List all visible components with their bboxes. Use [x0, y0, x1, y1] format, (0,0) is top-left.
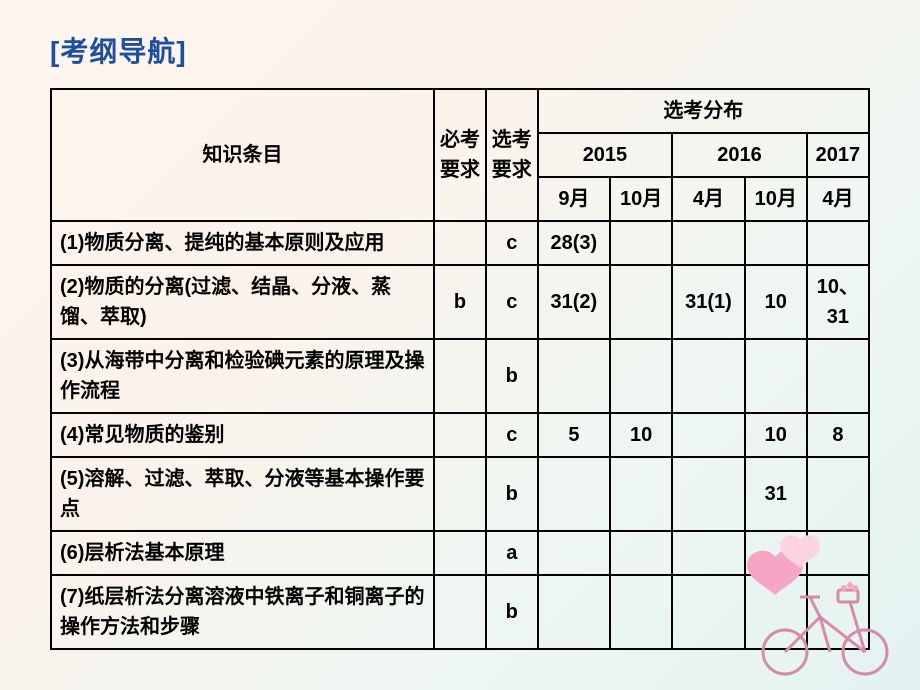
- cell-opt: b: [486, 339, 538, 413]
- row-label: (2)物质的分离(过滤、结晶、分液、蒸馏、萃取): [51, 265, 434, 339]
- cell-opt: c: [486, 265, 538, 339]
- cell-c2015_9: 28(3): [538, 221, 610, 265]
- th-2016-10: 10月: [745, 177, 807, 221]
- cell-c2017_4: [807, 531, 869, 575]
- cell-c2016_4: [672, 575, 744, 649]
- cell-must: [434, 221, 486, 265]
- row-label: (7)纸层析法分离溶液中铁离子和铜离子的操作方法和步骤: [51, 575, 434, 649]
- row-label: (1)物质分离、提纯的基本原则及应用: [51, 221, 434, 265]
- cell-c2015_9: [538, 457, 610, 531]
- cell-c2016_4: 31(1): [672, 265, 744, 339]
- page-title: [考纲导航]: [50, 30, 870, 70]
- th-2016: 2016: [672, 133, 807, 177]
- row-label: (6)层析法基本原理: [51, 531, 434, 575]
- cell-c2015_10: [610, 457, 672, 531]
- th-2015-10: 10月: [610, 177, 672, 221]
- table-row: (1)物质分离、提纯的基本原则及应用 c28(3): [51, 221, 869, 265]
- row-label: (5)溶解、过滤、萃取、分液等基本操作要点: [51, 457, 434, 531]
- cell-c2015_10: [610, 339, 672, 413]
- cell-must: b: [434, 265, 486, 339]
- cell-c2016_10: [745, 339, 807, 413]
- th-topic: 知识条目: [51, 89, 434, 221]
- table-row: (4)常见物质的鉴别c510108: [51, 413, 869, 457]
- cell-must: [434, 413, 486, 457]
- cell-c2016_10: [745, 221, 807, 265]
- th-2016-4: 4月: [672, 177, 744, 221]
- th-opt: 选考要求: [486, 89, 538, 221]
- cell-c2015_9: [538, 575, 610, 649]
- cell-c2015_10: [610, 531, 672, 575]
- cell-c2016_4: [672, 457, 744, 531]
- cell-c2017_4: [807, 575, 869, 649]
- th-2017-4: 4月: [807, 177, 869, 221]
- cell-c2016_10: [745, 575, 807, 649]
- table-row: (3)从海带中分离和检验碘元素的原理及操作流程 b: [51, 339, 869, 413]
- cell-c2015_9: 31(2): [538, 265, 610, 339]
- cell-must: [434, 457, 486, 531]
- cell-c2017_4: [807, 457, 869, 531]
- cell-c2015_10: [610, 265, 672, 339]
- cell-c2015_10: [610, 221, 672, 265]
- th-must: 必考要求: [434, 89, 486, 221]
- row-label: (3)从海带中分离和检验碘元素的原理及操作流程: [51, 339, 434, 413]
- cell-c2016_4: [672, 221, 744, 265]
- slide-content: [考纲导航] 知识条目 必考要求 选考要求 选考分布 2015 2016 201…: [0, 0, 920, 650]
- cell-opt: a: [486, 531, 538, 575]
- table-row: (7)纸层析法分离溶液中铁离子和铜离子的操作方法和步骤 b: [51, 575, 869, 649]
- table-row: (5)溶解、过滤、萃取、分液等基本操作要点 b 31: [51, 457, 869, 531]
- table-header: 知识条目 必考要求 选考要求 选考分布 2015 2016 2017 9月 10…: [51, 89, 869, 221]
- cell-c2017_4: [807, 221, 869, 265]
- th-2015-9: 9月: [538, 177, 610, 221]
- cell-must: [434, 575, 486, 649]
- cell-c2015_9: 5: [538, 413, 610, 457]
- cell-c2016_4: [672, 413, 744, 457]
- table-row: (2)物质的分离(过滤、结晶、分液、蒸馏、萃取)bc31(2) 31(1)1010…: [51, 265, 869, 339]
- cell-c2016_10: [745, 531, 807, 575]
- th-dist: 选考分布: [538, 89, 869, 133]
- cell-c2016_4: [672, 339, 744, 413]
- cell-opt: b: [486, 457, 538, 531]
- cell-c2017_4: [807, 339, 869, 413]
- cell-opt: c: [486, 221, 538, 265]
- th-2015: 2015: [538, 133, 673, 177]
- cell-c2017_4: 10、31: [807, 265, 869, 339]
- exam-outline-table: 知识条目 必考要求 选考要求 选考分布 2015 2016 2017 9月 10…: [50, 88, 870, 650]
- table-body: (1)物质分离、提纯的基本原则及应用c28(3)(2)物质的分离(过滤、结晶、分…: [51, 221, 869, 649]
- cell-c2015_10: 10: [610, 413, 672, 457]
- cell-c2015_9: [538, 531, 610, 575]
- cell-c2016_10: 10: [745, 413, 807, 457]
- cell-opt: c: [486, 413, 538, 457]
- th-2017: 2017: [807, 133, 869, 177]
- cell-must: [434, 531, 486, 575]
- cell-c2015_9: [538, 339, 610, 413]
- cell-c2017_4: 8: [807, 413, 869, 457]
- row-label: (4)常见物质的鉴别: [51, 413, 434, 457]
- cell-must: [434, 339, 486, 413]
- cell-c2016_10: 31: [745, 457, 807, 531]
- cell-c2016_4: [672, 531, 744, 575]
- cell-c2016_10: 10: [745, 265, 807, 339]
- cell-c2015_10: [610, 575, 672, 649]
- table-row: (6)层析法基本原理 a: [51, 531, 869, 575]
- cell-opt: b: [486, 575, 538, 649]
